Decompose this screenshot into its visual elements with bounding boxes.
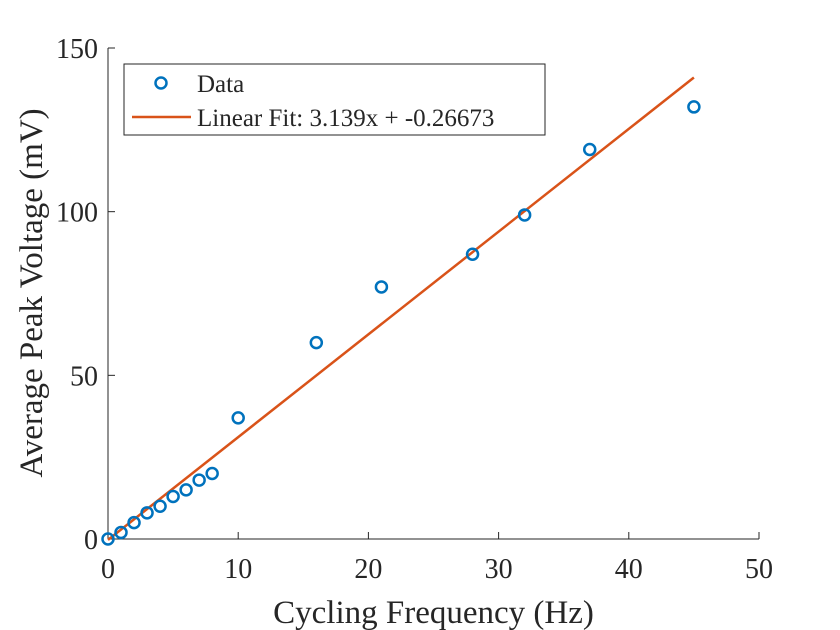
data-point bbox=[179, 483, 193, 497]
data-point bbox=[153, 499, 167, 514]
legend-box bbox=[123, 63, 546, 136]
fit-layer bbox=[107, 76, 695, 541]
y-ticks: 0 50 100 150 bbox=[56, 34, 115, 556]
data-point bbox=[517, 208, 532, 222]
marker-layer bbox=[101, 100, 701, 546]
data-point bbox=[465, 247, 480, 261]
data-point bbox=[140, 506, 154, 520]
legend-data-marker bbox=[154, 76, 168, 90]
legend-fit-label: Linear Fit: 3.139x + -0.26673 bbox=[197, 105, 494, 132]
data-point bbox=[192, 473, 206, 487]
axes bbox=[107, 48, 759, 540]
x-axis-label: Cycling Frequency (Hz) bbox=[273, 595, 594, 630]
data-point bbox=[687, 100, 701, 114]
data-point bbox=[205, 466, 219, 481]
y-tick-label: 0 bbox=[84, 525, 98, 556]
x-ticks: 0 10 20 30 40 50 bbox=[101, 532, 773, 585]
x-tick-label: 50 bbox=[745, 554, 773, 585]
x-tick-label: 20 bbox=[354, 554, 382, 585]
legend: Data Linear Fit: 3.139x + -0.26673 bbox=[123, 63, 546, 136]
data-point bbox=[374, 280, 389, 294]
legend-data-label: Data bbox=[197, 71, 244, 98]
y-axis-label: Average Peak Voltage (mV) bbox=[14, 108, 50, 477]
data-point bbox=[166, 489, 180, 504]
data-point bbox=[101, 532, 115, 546]
fit-line bbox=[107, 76, 695, 541]
data-point bbox=[114, 525, 128, 540]
x-tick-label: 40 bbox=[615, 554, 643, 585]
data-point bbox=[231, 411, 245, 425]
data-point bbox=[582, 142, 597, 157]
y-tick-label: 150 bbox=[56, 34, 98, 65]
x-tick-label: 10 bbox=[224, 554, 252, 585]
y-tick-label: 50 bbox=[70, 361, 98, 392]
y-tick-label: 100 bbox=[56, 198, 98, 229]
data-point bbox=[309, 335, 324, 350]
x-tick-label: 0 bbox=[101, 554, 115, 585]
x-tick-label: 30 bbox=[485, 554, 513, 585]
data-point bbox=[127, 515, 141, 530]
